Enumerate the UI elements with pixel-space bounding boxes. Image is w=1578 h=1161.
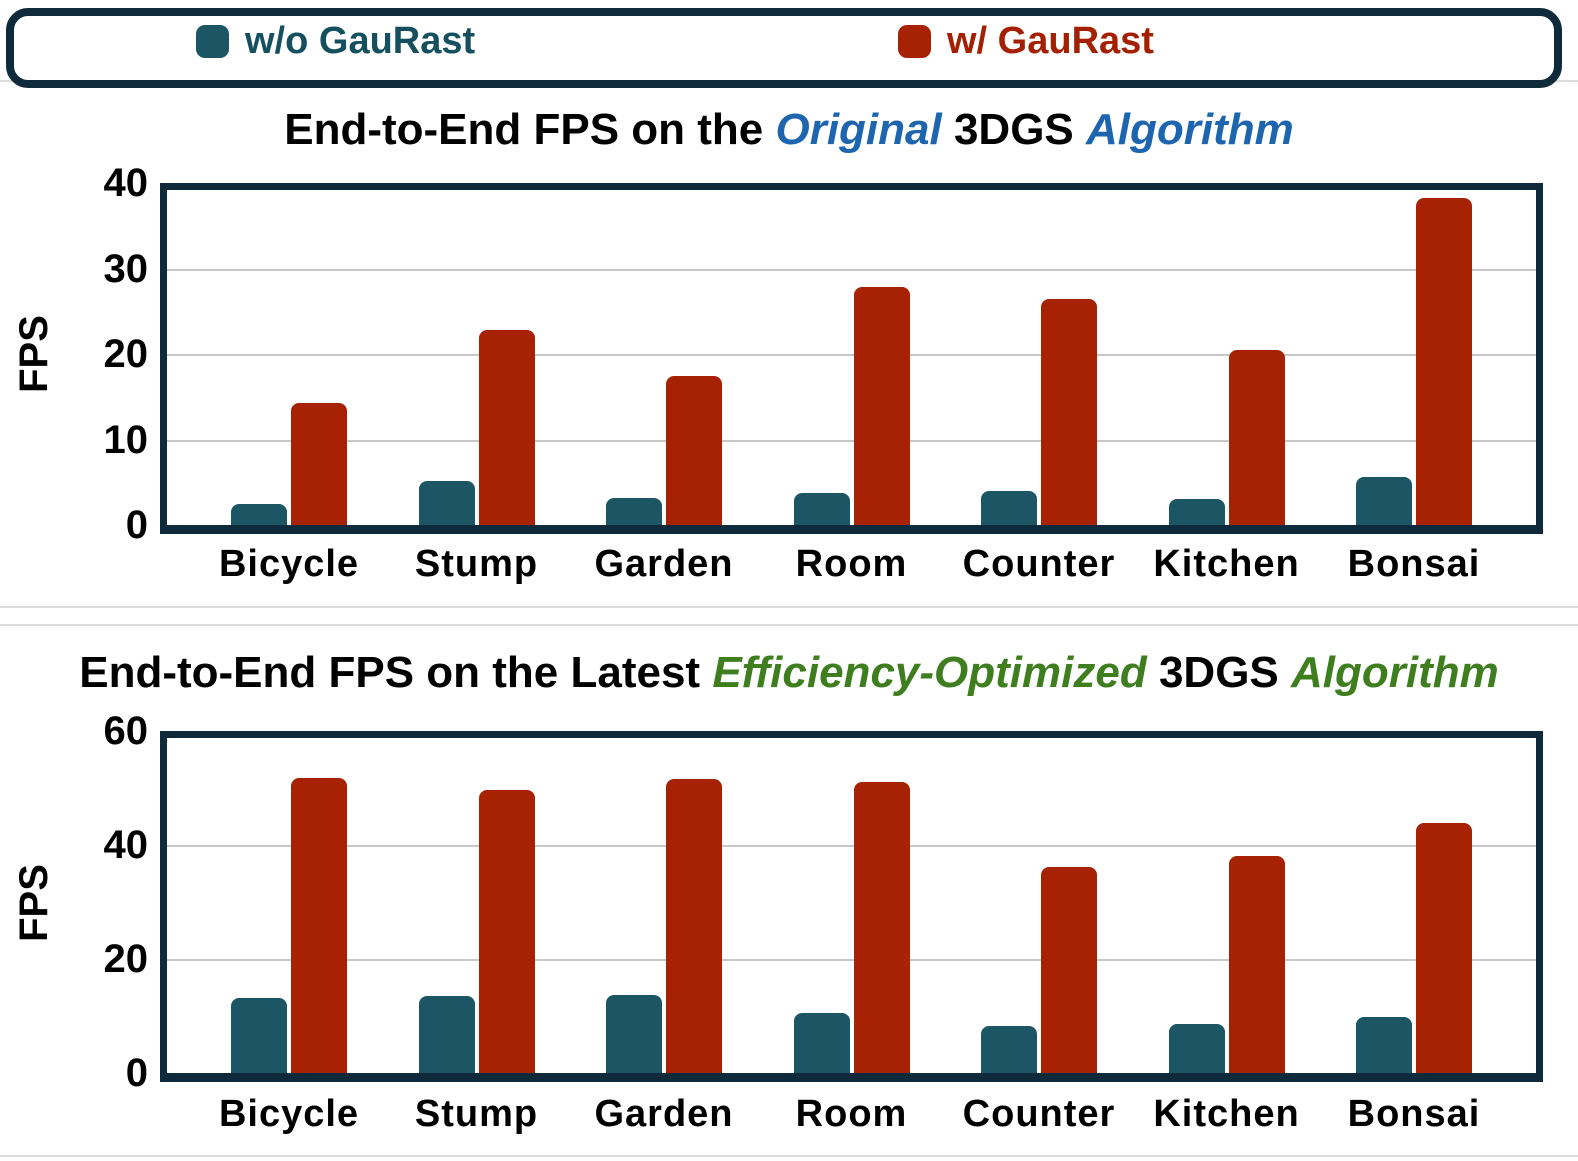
bar-with-gaurast-bicycle [291,778,347,1073]
bar-with-gaurast-kitchen [1228,350,1285,525]
plot-area-optimized [160,731,1543,1082]
bar-with-gaurast-kitchen [1228,856,1285,1073]
plot-inner [167,190,1536,525]
y-tick-label-20: 20 [103,332,149,376]
bar-without-gaurast-kitchen [1168,1024,1225,1073]
x-category-label-stump: Stump [414,543,539,585]
bar-without-gaurast-garden [606,498,662,525]
x-category-label-bonsai: Bonsai [1347,1093,1481,1135]
y-tick-label-0: 0 [125,1051,148,1095]
y-tick-label-40: 40 [103,823,149,867]
bar-without-gaurast-stump [418,481,475,525]
bar-without-gaurast-bicycle [231,504,287,525]
separator-line-mid-1 [0,606,1578,608]
plot-area-original [160,183,1543,534]
title-part: End-to-End FPS on the [284,105,776,154]
y-tick-label-30: 30 [103,246,149,291]
bar-without-gaurast-bonsai [1356,1017,1412,1073]
bar-with-gaurast-room [853,782,910,1073]
y-tick-label-10: 10 [103,417,149,462]
title-part-accent: Efficiency-Optimized [712,648,1147,697]
bar-with-gaurast-counter [1041,299,1097,525]
x-category-label-kitchen: Kitchen [1153,1093,1300,1135]
x-category-label-bonsai: Bonsai [1347,543,1481,585]
chart-title-original: End-to-End FPS on the Original 3DGS Algo… [0,100,1578,160]
title-part: 3DGS [1146,648,1291,697]
x-category-label-bicycle: Bicycle [218,1093,360,1135]
bar-with-gaurast-stump [478,330,535,525]
bar-with-gaurast-bonsai [1416,823,1472,1073]
x-category-label-stump: Stump [414,1093,539,1135]
title-part: 3DGS [941,105,1087,154]
legend-swatch-with-gaurast [898,24,931,58]
x-category-label-counter: Counter [962,543,1116,585]
x-category-label-room: Room [795,543,908,585]
legend-item-without-gaurast: w/o GauRast [196,17,475,65]
bar-with-gaurast-counter [1041,867,1097,1073]
y-tick-label-60: 60 [103,709,149,753]
x-category-label-garden: Garden [594,1093,734,1135]
title-part-accent: Original [775,105,942,154]
bar-with-gaurast-bonsai [1416,198,1472,525]
gridline-10 [167,439,1536,442]
bar-with-gaurast-garden [666,376,722,525]
bar-with-gaurast-bicycle [291,403,347,525]
plot-inner [167,738,1536,1073]
gridline-20 [167,354,1536,356]
x-category-label-garden: Garden [594,543,734,585]
bar-without-gaurast-counter [981,491,1037,525]
bar-without-gaurast-room [793,493,850,525]
title-part-accent: Algorithm [1086,105,1294,154]
legend-label-with-gaurast: w/ GauRast [947,20,1154,62]
separator-line-mid-2 [0,624,1578,626]
x-category-label-room: Room [795,1093,908,1135]
title-part-accent: Algorithm [1291,648,1499,697]
gridline-40 [167,845,1536,847]
legend-swatch-without-gaurast [196,24,229,58]
legend: w/o GauRast w/ GauRast [6,8,1562,88]
bar-with-gaurast-garden [666,779,722,1073]
bar-without-gaurast-counter [981,1026,1037,1073]
bar-without-gaurast-garden [606,995,662,1073]
title-part: End-to-End FPS on the Latest [79,648,713,697]
bar-without-gaurast-bonsai [1356,477,1412,525]
bar-with-gaurast-room [853,287,910,525]
legend-item-with-gaurast: w/ GauRast [898,17,1154,65]
x-category-label-counter: Counter [962,1093,1116,1135]
y-tick-label-40: 40 [103,161,149,205]
bar-without-gaurast-bicycle [231,998,287,1073]
y-tick-label-20: 20 [103,937,149,981]
gridline-20 [167,959,1536,961]
bar-without-gaurast-room [793,1013,850,1073]
bar-with-gaurast-stump [478,790,535,1073]
separator-line-bottom [0,1155,1578,1157]
bar-without-gaurast-kitchen [1168,499,1225,525]
x-category-label-bicycle: Bicycle [218,543,360,585]
gridline-30 [167,268,1536,271]
y-tick-label-0: 0 [125,503,148,547]
chart-title-optimized: End-to-End FPS on the Latest Efficiency-… [0,643,1578,703]
bar-without-gaurast-stump [418,996,475,1073]
legend-label-without-gaurast: w/o GauRast [245,20,476,62]
x-category-label-kitchen: Kitchen [1153,543,1300,585]
